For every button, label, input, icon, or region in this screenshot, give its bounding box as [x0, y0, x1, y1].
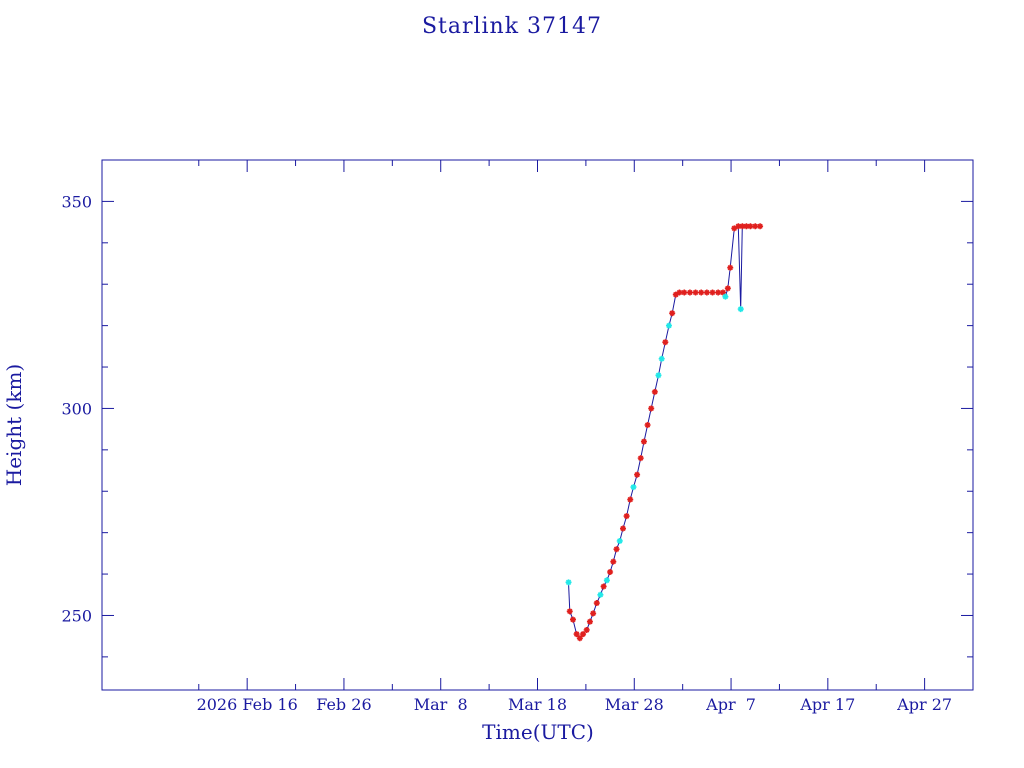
data-point-marker	[651, 388, 658, 395]
y-tick-label: 350	[61, 192, 92, 211]
data-point-marker	[743, 223, 750, 230]
data-point-marker	[665, 322, 672, 329]
x-tick-label: 2026 Feb 16	[197, 695, 298, 714]
data-point-marker	[593, 600, 600, 607]
data-point-marker	[576, 635, 583, 642]
data-point-marker	[727, 264, 734, 271]
data-point-marker	[724, 285, 731, 292]
data-point-marker	[686, 289, 693, 296]
data-point-marker	[669, 310, 676, 317]
height-series	[565, 223, 764, 642]
data-point-marker	[719, 289, 726, 296]
data-point-marker	[739, 223, 746, 230]
data-point-marker	[573, 631, 580, 638]
data-point-marker	[676, 289, 683, 296]
data-point-marker	[623, 513, 630, 520]
data-point-marker	[648, 405, 655, 412]
data-point-marker	[681, 289, 688, 296]
height-line	[568, 225, 761, 640]
data-point-marker	[600, 583, 607, 590]
y-tick-label: 250	[61, 606, 92, 625]
data-point-marker	[569, 616, 576, 623]
data-point-marker	[709, 289, 716, 296]
data-point-marker	[586, 618, 593, 625]
chart-title: Starlink 37147	[421, 14, 603, 39]
y-axis-label: Height (km)	[2, 364, 26, 486]
data-point-marker	[672, 291, 679, 298]
data-point-marker	[627, 496, 634, 503]
data-point-marker	[607, 568, 614, 575]
x-axis-label: Time(UTC)	[482, 720, 594, 744]
data-point-marker	[655, 372, 662, 379]
data-point-marker	[662, 339, 669, 346]
plot-frame	[101, 159, 974, 691]
data-point-marker	[610, 558, 617, 565]
data-point-marker	[757, 223, 764, 230]
data-point-marker	[698, 289, 705, 296]
x-tick-label: Mar 18	[508, 695, 567, 714]
x-tick-label: Apr 27	[896, 695, 952, 714]
plot-border	[101, 159, 974, 691]
data-point-marker	[634, 471, 641, 478]
data-point-marker	[715, 289, 722, 296]
data-point-marker	[603, 577, 610, 584]
x-tick-label: Apr 7	[705, 695, 756, 714]
data-point-marker	[735, 223, 742, 230]
data-point-marker	[747, 223, 754, 230]
data-point-marker	[644, 422, 651, 428]
x-tick-label: Apr 17	[799, 695, 855, 714]
data-point-marker	[637, 455, 644, 462]
data-point-marker	[737, 306, 744, 313]
data-point-marker	[580, 631, 587, 638]
x-tick-label: Feb 26	[316, 695, 371, 714]
data-point-marker	[566, 608, 573, 615]
y-tick-label: 300	[61, 399, 92, 418]
data-point-marker	[692, 289, 699, 296]
data-point-marker	[597, 591, 604, 598]
data-point-marker	[590, 610, 597, 617]
data-point-marker	[752, 223, 759, 230]
data-point-marker	[640, 438, 647, 445]
axis-ticks	[102, 159, 974, 690]
data-point-marker	[731, 225, 738, 232]
tick-labels: 2026 Feb 16 Feb 26 Mar 8 Mar 18 Mar 28 Apr 7 A…	[61, 192, 952, 714]
data-point-marker	[703, 289, 710, 296]
data-point-marker	[565, 579, 572, 586]
data-point-marker	[619, 525, 626, 532]
data-point-marker	[583, 626, 590, 633]
data-point-marker	[616, 537, 623, 544]
data-point-marker	[722, 293, 729, 300]
data-point-marker	[630, 484, 637, 491]
data-point-marker	[658, 355, 665, 362]
x-tick-label: Mar 8	[414, 695, 468, 714]
data-point-marker	[613, 546, 620, 553]
x-tick-label: Mar 28	[605, 695, 664, 714]
